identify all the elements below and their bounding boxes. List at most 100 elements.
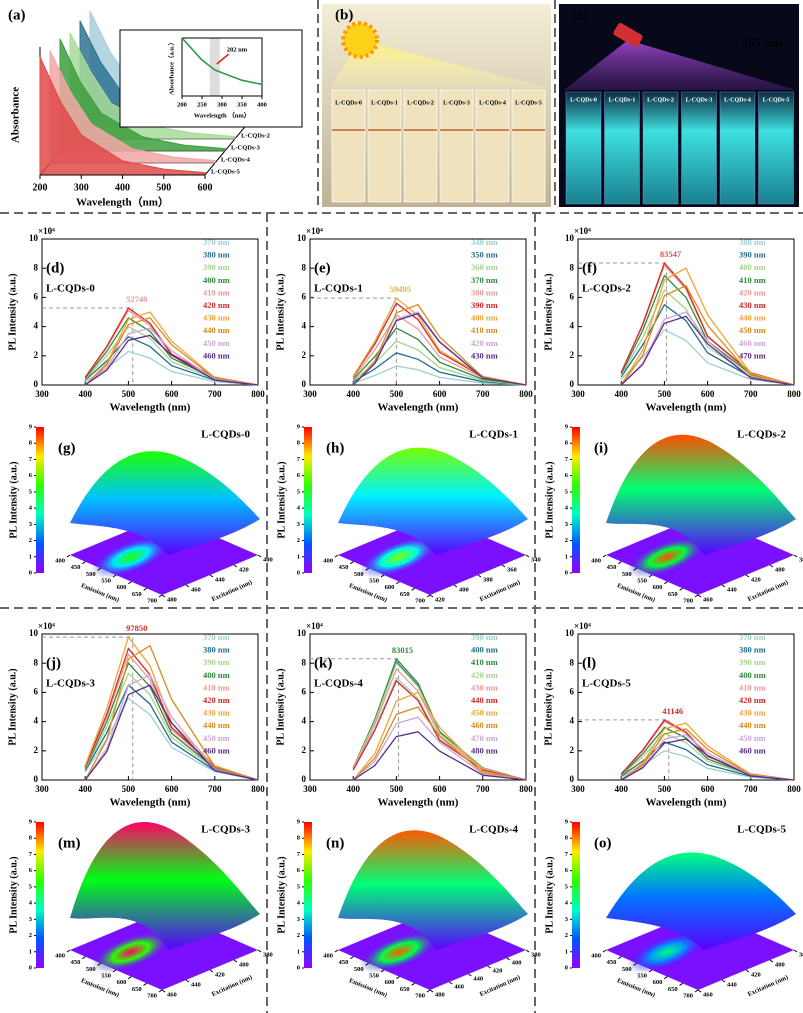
emission-tick (365, 567, 369, 571)
x-tick-label: 800 (519, 389, 533, 399)
colorbar-tick-label: 9 (565, 818, 569, 825)
colorbar-tick-label: 8 (297, 835, 301, 842)
sample-label: L-CQDs-0 (46, 283, 95, 295)
x-tick-label: 500 (156, 182, 171, 193)
x-tick-label: 300 (35, 784, 49, 794)
emission-label: Emission (nm) (616, 582, 656, 604)
emission-tick (112, 969, 117, 973)
legend-entry: 390 nm (203, 657, 230, 667)
excitation-tick-label: 400 (263, 556, 273, 563)
excitation-tick-label: 460 (167, 991, 177, 998)
pl-curve (352, 340, 527, 386)
y-tick-label: 2 (570, 350, 575, 360)
colorbar-tick-label: 5 (565, 488, 569, 495)
colorbar-tick-label: 0 (297, 964, 300, 971)
emission-tick-label: 500 (622, 966, 632, 973)
legend-entry: 440 nm (203, 720, 230, 730)
emission-tick-label: 650 (132, 591, 142, 598)
peak-guide (578, 719, 670, 780)
peak-guide (310, 658, 400, 780)
panel-letter: (c) (572, 7, 589, 23)
excitation-tick (697, 594, 702, 598)
y-tick-label: 0 (34, 774, 39, 784)
emission-tick (158, 989, 163, 993)
colorbar (304, 427, 312, 573)
sample-label: L-CQDs-5 (737, 824, 786, 836)
excitation-tick-label: 460 (703, 991, 713, 998)
legend-entry: 380 nm (203, 645, 230, 655)
surface (338, 830, 528, 950)
cuvette-label: L-CQDs-0 (570, 97, 597, 103)
cuvette-label: L-CQDs-2 (407, 100, 434, 106)
emission-tick (411, 587, 415, 591)
colorbar-tick-label: 7 (297, 456, 301, 463)
emission-tick (82, 956, 86, 960)
cuvette (331, 89, 366, 203)
emission-tick-label: 600 (653, 584, 663, 591)
emission-tick-label: 400 (55, 557, 65, 564)
emission-label: Emission (nm) (616, 977, 656, 999)
legend-entry: 390 nm (739, 250, 766, 260)
multiplier: ×10⁴ (38, 226, 55, 236)
emission-tick (664, 581, 668, 585)
peak-label: 97850 (126, 623, 147, 633)
x-tick-label: 600 (433, 389, 447, 399)
x-tick-label: 200 (33, 182, 48, 193)
emission-tick (618, 956, 622, 960)
emission-tick-label: 700 (415, 992, 425, 999)
x-axis-label: Wavelength（nm） (76, 196, 169, 209)
legend-entry: 450 nm (471, 708, 498, 718)
legend-entry: 400 nm (739, 262, 766, 272)
x-tick-label: 300 (303, 784, 317, 794)
emission-tick-label: 550 (369, 577, 379, 584)
inset-x-tick-label: 350 (237, 101, 247, 108)
legend-entry: 400 nm (739, 670, 766, 680)
emission-tick-label: 600 (653, 979, 663, 986)
x-tick-label: 700 (208, 389, 222, 399)
pl-curve (352, 327, 527, 386)
legend-entry: 380 nm (203, 250, 230, 260)
cuvette (565, 91, 602, 205)
peak-label: 52740 (126, 294, 147, 304)
inset-y-label: Absorbance（a.u.） (167, 39, 175, 95)
surface (606, 434, 796, 555)
y-tick-label: 8 (302, 262, 307, 272)
legend-entry: 420 nm (203, 300, 230, 310)
colorbar-tick-label: 3 (297, 521, 301, 528)
colorbar-tick-label: 7 (297, 851, 301, 858)
colorbar-tick-label: 8 (297, 440, 301, 447)
excitation-tick-label: 460 (703, 596, 713, 603)
emission-tick-label: 650 (400, 591, 410, 598)
colorbar-tick-label: 6 (29, 472, 33, 479)
x-tick-label: 500 (390, 784, 404, 794)
pl-curve (620, 328, 795, 386)
colorbar-tick-label: 9 (565, 423, 569, 430)
sample-label: L-CQDs-4 (469, 824, 518, 836)
emission-tick (602, 554, 607, 558)
colorbar-tick-label: 3 (29, 521, 33, 528)
excitation-tick (525, 949, 530, 953)
legend-entry: 450 nm (739, 325, 766, 335)
x-tick-label: 500 (390, 389, 404, 399)
plot-frame (577, 238, 795, 386)
emission-tick-label: 550 (101, 577, 111, 584)
x-tick-label: 800 (519, 784, 533, 794)
legend-entry: 420 nm (471, 338, 498, 348)
x-tick-label: 700 (744, 784, 758, 794)
excitation-tick (209, 574, 214, 578)
emission-tick (143, 587, 147, 591)
annotation-arrow (216, 53, 230, 65)
y-tick-label: 6 (34, 686, 39, 696)
legend-entry: 400 nm (471, 645, 498, 655)
cuvette (719, 91, 756, 205)
floor-map (91, 536, 171, 578)
z-axis-label: PL Intensity (a.u.) (8, 461, 19, 538)
excitation-tick (769, 564, 774, 568)
legend-entry: 470 nm (471, 733, 498, 743)
excitation-tick-label: 400 (459, 586, 469, 593)
x-tick-label: 500 (658, 389, 672, 399)
cuvette-label: L-CQDs-5 (515, 100, 542, 106)
pl-curve (620, 284, 795, 386)
